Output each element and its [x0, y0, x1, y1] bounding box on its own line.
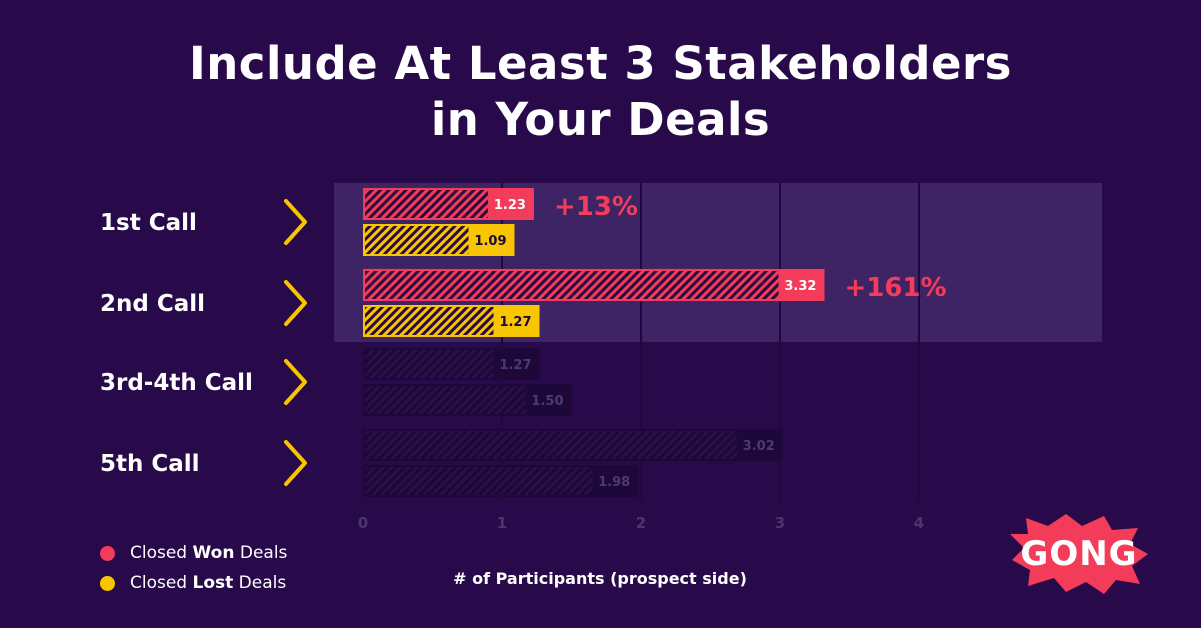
category-label: 2nd Call	[100, 291, 205, 317]
category-label: 3rd-4th Call	[100, 370, 253, 396]
value-label-lost: 1.09	[474, 234, 506, 249]
gong-logo: GONG	[1008, 512, 1150, 596]
legend-label-won: Closed Won Deals	[130, 543, 288, 563]
bar-lost-hatch	[365, 307, 494, 335]
legend-item-won: Closed Won Deals	[100, 538, 287, 568]
chart-title-line-1: Include At Least 3 Stakeholders	[189, 37, 1012, 90]
x-axis-label: # of Participants (prospect side)	[453, 569, 747, 588]
value-label-lost: 1.50	[531, 394, 563, 409]
x-tick-label: 2	[636, 514, 646, 532]
bar-lost-hatch	[365, 467, 593, 495]
legend-dot-won	[100, 545, 115, 561]
x-tick-label: 1	[497, 514, 507, 532]
legend-label-lost: Closed Lost Deals	[130, 573, 287, 593]
legend-dot-lost	[100, 575, 115, 591]
value-label-won: 3.02	[743, 439, 775, 454]
logo-text: GONG	[1020, 534, 1138, 574]
bar-lost-hatch	[365, 386, 526, 414]
chevron-right-icon	[284, 440, 307, 486]
bar-won-hatch	[365, 271, 779, 299]
x-tick-label: 0	[358, 514, 368, 532]
starburst-shape	[1010, 514, 1148, 594]
chart-title-line-2: in Your Deals	[430, 93, 771, 146]
value-label-lost: 1.27	[499, 315, 531, 330]
bar-won-hatch	[365, 350, 494, 378]
value-label-won: 3.32	[784, 279, 816, 294]
value-label-lost: 1.98	[598, 475, 630, 490]
x-tick-label: 3	[775, 514, 785, 532]
chevron-right-icon	[284, 199, 307, 245]
bar-won-hatch	[365, 190, 488, 218]
value-label-won: 1.27	[499, 358, 531, 373]
legend: Closed Won Deals Closed Lost Deals	[100, 538, 287, 598]
value-label-won: 1.23	[494, 198, 526, 213]
category-label: 1st Call	[100, 210, 197, 236]
chevron-right-icon	[284, 359, 307, 405]
increase-annotation: +161%	[844, 273, 946, 303]
chevron-right-icon	[284, 280, 307, 326]
bar-lost-hatch	[365, 226, 469, 254]
chart-title: Include At Least 3 Stakeholders in Your …	[0, 36, 1201, 148]
x-tick-label: 4	[914, 514, 924, 532]
increase-annotation: +13%	[554, 192, 638, 222]
legend-item-lost: Closed Lost Deals	[100, 568, 287, 598]
bar-won-hatch	[365, 431, 737, 459]
category-label: 5th Call	[100, 451, 200, 477]
